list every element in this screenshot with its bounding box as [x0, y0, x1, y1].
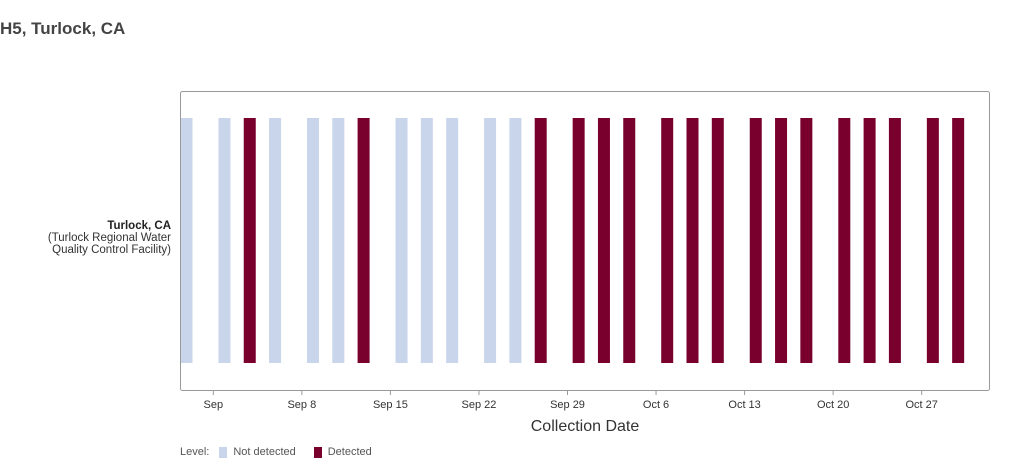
sample-bar [332, 118, 345, 363]
legend: Level: Not detected Detected [180, 446, 372, 458]
sample-bar [686, 118, 699, 363]
sample-bar [800, 118, 813, 363]
chart-title: H5, Turlock, CA [0, 19, 126, 38]
detection-chart: Sep Sep 8 Sep 15 Sep 22 Sep 29 Oct 6 Oct 13 Oct… [180, 91, 990, 435]
x-tick-label: Sep 29 [550, 399, 585, 411]
plot-frame [180, 91, 990, 391]
sample-bar [863, 118, 876, 363]
sample-bar [484, 118, 497, 363]
sample-bar [952, 118, 965, 363]
sample-bar [888, 118, 901, 363]
sample-bar [838, 118, 851, 363]
sample-bar [218, 118, 231, 363]
sample-bar [181, 118, 193, 363]
sample-bar [623, 118, 636, 363]
legend-label-not-detected: Not detected [233, 446, 296, 458]
sample-bar [395, 118, 408, 363]
site-name: Turlock, CA [107, 220, 171, 232]
x-tick-label: Oct 6 [643, 399, 669, 411]
sample-bar [509, 118, 522, 363]
x-tick-label: Sep 22 [462, 399, 497, 411]
x-axis: Sep Sep 8 Sep 15 Sep 22 Sep 29 Oct 6 Oct 13 Oct… [204, 391, 938, 411]
x-tick-label: Sep 15 [373, 399, 408, 411]
sample-bar [711, 118, 724, 363]
sample-bar [572, 118, 585, 363]
legend-label-detected: Detected [327, 446, 372, 458]
legend-title: Level: [180, 446, 210, 458]
sample-bar [446, 118, 459, 363]
sample-bar [661, 118, 674, 363]
sample-bar [420, 118, 433, 363]
x-tick-label: Sep [204, 399, 224, 411]
sample-bar [534, 118, 547, 363]
x-tick-label: Oct 20 [817, 399, 849, 411]
facility-line-2: Quality Control Facility) [52, 244, 171, 256]
sample-bar [775, 118, 788, 363]
x-tick-label: Sep 8 [287, 399, 316, 411]
legend-item-detected: Detected [296, 446, 372, 458]
x-tick-label: Oct 13 [728, 399, 760, 411]
legend-swatch-detected [313, 446, 322, 458]
sample-bar [307, 118, 319, 363]
sample-bar [597, 118, 610, 363]
x-axis-title: Collection Date [531, 418, 640, 435]
sample-bar [243, 118, 256, 363]
legend-item-not-detected: Not detected [209, 446, 296, 458]
sample-bar [357, 118, 370, 363]
sample-bar [926, 118, 939, 363]
facility-line-1: (Turlock Regional Water [47, 232, 171, 244]
legend-swatch-not-detected [219, 446, 228, 458]
sample-bars [181, 118, 965, 363]
site-label: Turlock, CA (Turlock Regional Water Qual… [0, 220, 171, 256]
sample-bar [269, 118, 282, 363]
sample-bar [749, 118, 762, 363]
x-tick-label: Oct 27 [905, 399, 937, 411]
